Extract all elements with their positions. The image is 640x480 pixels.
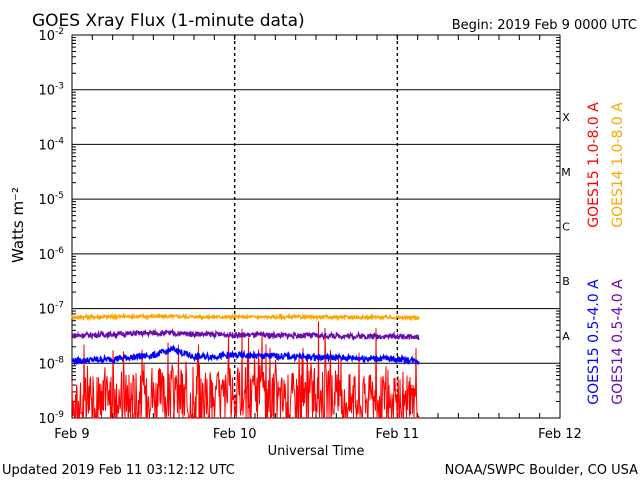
plot-area: 10-9 10-8 10-7 10-6 10-5 10-4 10-3 10-2 Feb 9 Feb… — [38, 27, 581, 442]
y-tick-label: 10-3 — [38, 82, 64, 99]
y-tick-label: 10-8 — [38, 355, 64, 372]
y-tick-label: 10-9 — [38, 410, 64, 427]
credit-text: NOAA/SWPC Boulder, CO USA — [445, 463, 638, 478]
legend-label: GOES15 0.5-4.0 A — [586, 279, 602, 405]
y-axis-label: Watts m⁻² — [9, 187, 27, 263]
y-tick-label: 10-4 — [38, 136, 64, 153]
x-tick-label: Feb 9 — [54, 427, 89, 442]
flare-class-label: C — [562, 221, 570, 234]
x-tick-label: Feb 11 — [375, 427, 419, 442]
x-tick-label: Feb 12 — [538, 427, 582, 442]
series-line — [71, 321, 420, 420]
legend-label: GOES15 1.0-8.0 A — [586, 102, 602, 228]
legend: GOES15 1.0-8.0 A GOES14 1.0-8.0 A GOES15 0… — [586, 102, 626, 405]
y-tick-label: 10-7 — [38, 301, 64, 318]
y-tick-label: 10-2 — [38, 27, 64, 44]
series-line — [71, 344, 420, 366]
flare-class-label: A — [562, 330, 570, 343]
y-tick-label: 10-6 — [38, 246, 64, 263]
updated-timestamp: Updated 2019 Feb 11 03:12:12 UTC — [2, 463, 235, 478]
flare-class-label: M — [561, 166, 571, 179]
flare-class-label: X — [562, 111, 570, 124]
y-tick-label: 10-5 — [38, 191, 64, 208]
chart-title: GOES Xray Flux (1-minute data) — [32, 11, 305, 31]
series-line — [71, 327, 420, 342]
legend-label: GOES14 0.5-4.0 A — [610, 279, 626, 405]
legend-label: GOES14 1.0-8.0 A — [610, 102, 626, 228]
x-axis-label: Universal Time — [268, 444, 365, 459]
plot-frame — [71, 34, 561, 419]
x-tick-label: Feb 10 — [213, 427, 257, 442]
series-line — [71, 312, 420, 322]
flare-class-label: B — [562, 275, 570, 288]
begin-time: Begin: 2019 Feb 9 0000 UTC — [452, 18, 637, 33]
